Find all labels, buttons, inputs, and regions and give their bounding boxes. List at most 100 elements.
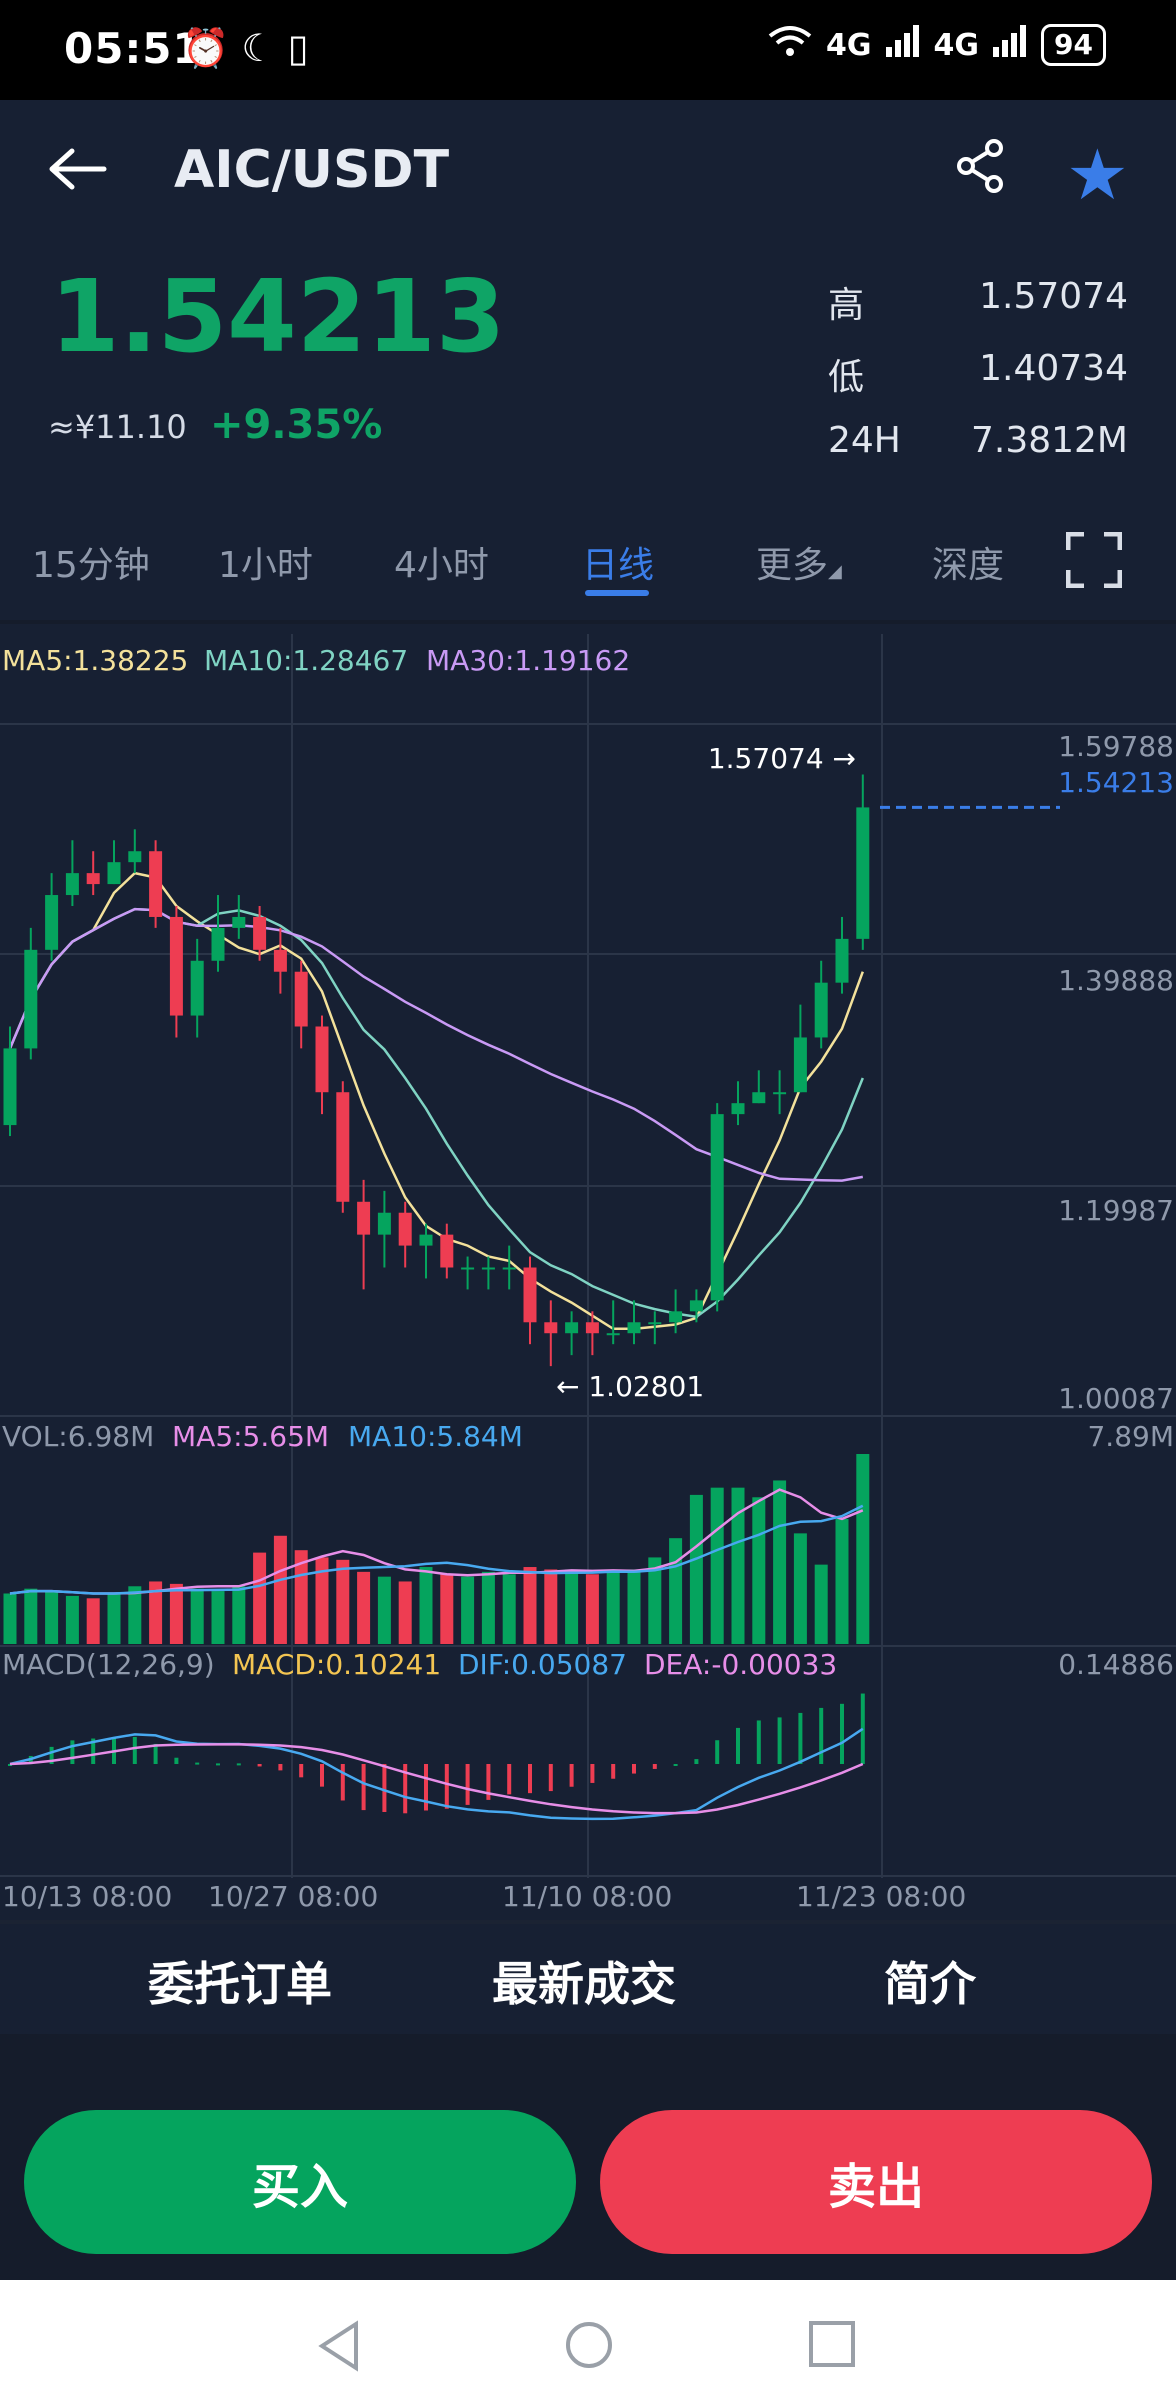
tab-daily[interactable]: 日线: [582, 545, 655, 586]
volume-bar: [669, 1538, 683, 1644]
pair-title: AIC/USDT: [174, 140, 450, 200]
candle-body: [419, 1234, 433, 1246]
tab-15min[interactable]: 15分钟: [32, 545, 150, 586]
candle-body: [315, 1026, 329, 1093]
info-tabs: 委托订单 最新成交 简介: [0, 1924, 1176, 2034]
stat-value: 1.40734: [979, 348, 1128, 389]
macd-bar: [132, 1736, 137, 1764]
macd-bar: [548, 1764, 553, 1792]
volume-bar: [398, 1581, 412, 1644]
status-right: 4G 4G 94: [768, 24, 1106, 66]
macd-bar: [236, 1763, 241, 1766]
volume-bar: [419, 1567, 433, 1644]
candle-body: [710, 1114, 724, 1301]
volume-bar: [606, 1571, 620, 1644]
candle-body: [86, 873, 100, 885]
stat-24h: 24H 7.3812M: [828, 420, 1128, 461]
nav-home-icon[interactable]: [564, 2320, 614, 2374]
buy-button[interactable]: 买入: [24, 2110, 576, 2254]
dropdown-corner-icon: ◢: [828, 561, 842, 582]
tab-4hour[interactable]: 4小时: [394, 545, 489, 586]
volume-bar: [24, 1588, 38, 1644]
nav-recents-icon[interactable]: [808, 2320, 856, 2372]
candle-body: [357, 1201, 371, 1235]
chart-grid: [0, 634, 1176, 1878]
last-price: 1.54213: [50, 258, 506, 375]
interval-tabs: 15分钟 1小时 4小时 日线 更多◢ 深度: [0, 510, 1176, 620]
price-axis-label: 1.19987: [1058, 1194, 1174, 1227]
volume-bar: [149, 1581, 163, 1644]
volume-bar: [565, 1569, 579, 1644]
tab-1hour[interactable]: 1小时: [218, 545, 313, 586]
macd-bar: [715, 1740, 720, 1764]
candle-body: [190, 960, 204, 1016]
volume-bar: [502, 1574, 516, 1644]
volume-bar: [336, 1559, 350, 1644]
candle-body: [648, 1322, 662, 1325]
macd-bar: [216, 1763, 220, 1766]
header: AIC/USDT ★: [0, 100, 1176, 240]
macd-bar: [632, 1764, 636, 1774]
volume-bar: [627, 1569, 641, 1644]
tab-intro[interactable]: 简介: [884, 1957, 976, 2011]
ma30-line: [8, 907, 864, 1182]
macd-bar: [569, 1764, 574, 1787]
stat-high: 高 1.57074: [828, 276, 1128, 328]
macd-bar: [91, 1738, 96, 1764]
candle-body: [294, 971, 308, 1027]
x-axis-label: 11/10 08:00: [502, 1880, 672, 1913]
share-icon[interactable]: [956, 138, 1006, 198]
volume-bar: [481, 1571, 495, 1644]
macd-bar: [652, 1764, 657, 1769]
candle-body: [107, 862, 121, 885]
back-arrow-icon[interactable]: [48, 140, 108, 205]
tab-more[interactable]: 更多◢: [756, 536, 842, 588]
volume-bar: [377, 1576, 391, 1644]
volume-bar: [585, 1574, 599, 1644]
candle-body: [149, 851, 163, 917]
system-nav-bar: [0, 2280, 1176, 2400]
stat-low: 低 1.40734: [828, 348, 1128, 400]
volume-bar: [440, 1574, 454, 1644]
x-axis-label: 10/27 08:00: [208, 1880, 378, 1913]
kline-chart[interactable]: MA5:1.38225 MA10:1.28467 MA30:1.19162 1.…: [0, 624, 1176, 1924]
tab-depth[interactable]: 深度: [932, 545, 1005, 586]
candle-body: [814, 982, 828, 1038]
volume-bar: [253, 1552, 267, 1644]
dif-line: [9, 1727, 864, 1821]
tab-orders[interactable]: 委托订单: [148, 1957, 332, 2011]
nav-back-icon[interactable]: [316, 2320, 362, 2376]
chart-svg[interactable]: MA5:1.38225 MA10:1.28467 MA30:1.19162 1.…: [0, 624, 1176, 1924]
volume-bar: [710, 1487, 724, 1644]
macd-bar: [424, 1764, 428, 1811]
vol-legend: VOL:6.98M: [2, 1420, 154, 1453]
price-axis-label: 1.59788: [1058, 730, 1174, 763]
candle-body: [398, 1212, 412, 1246]
vibrate-icon: ▯: [287, 26, 309, 70]
macd-bar: [465, 1764, 470, 1805]
candle-body: [3, 1048, 17, 1126]
cny-price: ≈¥11.10: [48, 408, 187, 446]
stat-value: 7.3812M: [970, 420, 1128, 461]
sell-button[interactable]: 卖出: [600, 2110, 1152, 2254]
stat-label: 24H: [828, 420, 901, 461]
candle-body: [606, 1333, 620, 1336]
volume-bar: [86, 1598, 100, 1644]
volume-bar: [357, 1571, 371, 1644]
fullscreen-icon[interactable]: [1065, 531, 1123, 589]
battery-icon: 94: [1041, 24, 1106, 66]
status-icons: ⏰ ☾ ▯: [182, 26, 309, 71]
stat-value: 1.57074: [979, 276, 1128, 317]
ma30-legend: MA30:1.19162: [426, 644, 630, 677]
macd-bar: [756, 1720, 761, 1764]
macd-bar: [70, 1740, 75, 1764]
status-bar: 05:51 ⏰ ☾ ▯ 4G 4G 94: [0, 0, 1176, 100]
candle-body: [253, 916, 267, 950]
volume-bar: [45, 1591, 59, 1644]
volume-bar: [731, 1487, 745, 1644]
stat-label: 高: [828, 285, 865, 326]
volume-bar: [190, 1588, 204, 1644]
tab-latest-trades[interactable]: 最新成交: [492, 1957, 676, 2011]
favorite-star-icon[interactable]: ★: [1066, 134, 1129, 216]
macd-bar: [798, 1712, 803, 1764]
